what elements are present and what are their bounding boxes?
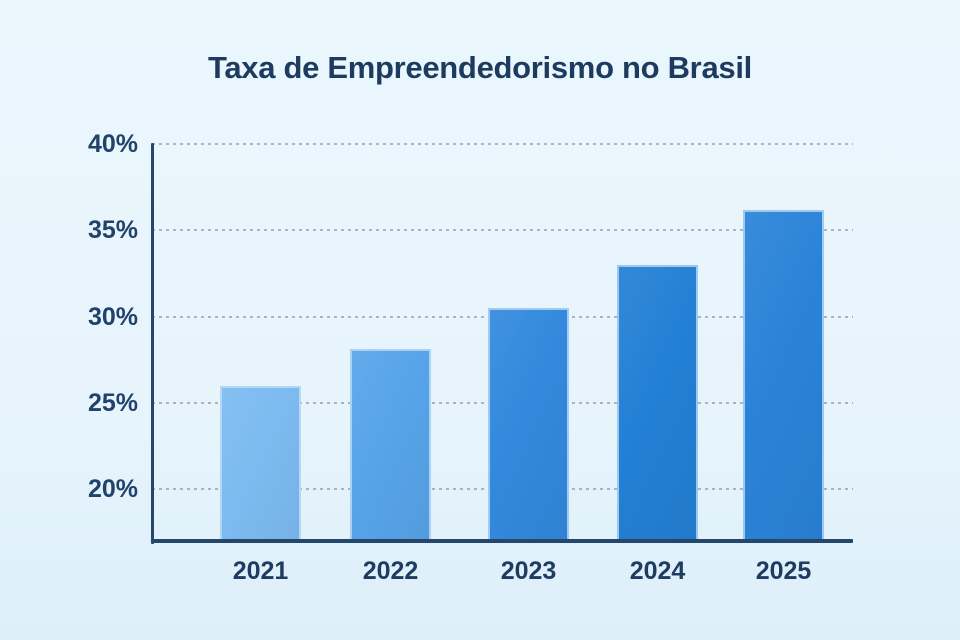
bar-2021 <box>220 385 301 541</box>
chart-title: Taxa de Empreendedorismo no Brasil <box>208 50 752 85</box>
x-axis-label-2021: 2021 <box>232 557 289 585</box>
x-axis-label-2025: 2025 <box>755 557 812 585</box>
y-tick-label-40: 40% <box>87 130 138 159</box>
x-axis-line <box>151 539 853 543</box>
bar-2022 <box>350 349 431 541</box>
gridline-35 <box>152 229 853 232</box>
x-axis-label-2023: 2023 <box>500 557 557 585</box>
y-tick-label-30: 30% <box>87 302 138 331</box>
x-axis-label-2022: 2022 <box>362 557 419 585</box>
x-axis-label-2024: 2024 <box>629 557 686 585</box>
gridline-40 <box>152 143 853 146</box>
bar-2024 <box>617 264 698 541</box>
y-tick-label-20: 20% <box>87 475 138 504</box>
bar-2023 <box>488 307 569 541</box>
y-tick-label-25: 25% <box>87 388 138 417</box>
y-tick-label-35: 35% <box>87 216 138 245</box>
bar-2025 <box>743 209 824 541</box>
y-axis-line <box>151 143 154 544</box>
